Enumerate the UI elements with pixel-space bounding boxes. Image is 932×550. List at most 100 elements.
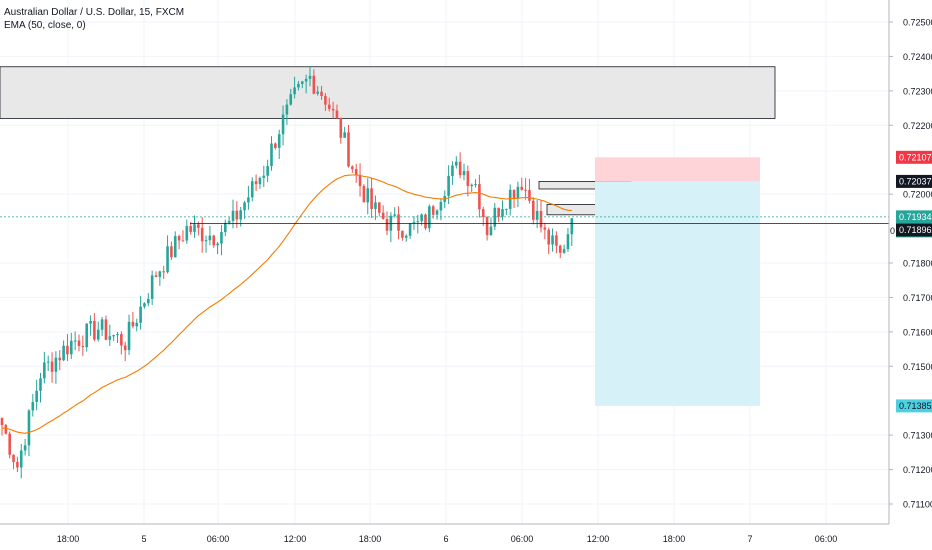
candle-body	[451, 165, 454, 177]
level-price-label-bg	[896, 223, 932, 237]
candle-body	[150, 275, 154, 299]
candle-body	[378, 202, 381, 213]
stop-loss-area[interactable]	[595, 157, 760, 182]
candle-body	[358, 174, 362, 187]
x-tick-label: 6	[443, 534, 448, 544]
take-profit-area[interactable]	[595, 181, 760, 406]
candle-body	[416, 221, 420, 223]
candle-body	[308, 75, 312, 79]
candle-body	[162, 271, 165, 273]
price-lines	[0, 216, 889, 224]
candle-body	[123, 345, 127, 351]
candle-body	[347, 132, 350, 167]
candle-body	[31, 402, 35, 411]
candle-body	[447, 176, 450, 196]
candle-body	[19, 450, 23, 468]
candle-body	[370, 188, 373, 209]
candle-body	[474, 184, 477, 186]
candle-body	[147, 298, 150, 304]
candle-body	[331, 108, 335, 111]
candle-body	[73, 340, 77, 342]
candle-body	[397, 214, 400, 231]
candle-body	[258, 177, 262, 185]
candle-body	[543, 227, 547, 230]
ema-line	[1, 174, 572, 434]
candle-body	[243, 202, 246, 211]
candle-body	[301, 81, 304, 84]
candle-body	[93, 321, 96, 340]
candle-body	[224, 222, 227, 233]
candle-body	[562, 249, 566, 253]
candle-body	[177, 236, 181, 241]
candle-body	[381, 212, 385, 219]
candle-body	[316, 91, 319, 94]
candle-body	[293, 87, 296, 95]
candle-body	[285, 104, 289, 115]
candle-body	[535, 210, 539, 220]
x-tick-label: 12:00	[587, 534, 610, 544]
candle-body	[489, 226, 493, 236]
candle-body	[312, 75, 316, 94]
candle-body	[200, 227, 204, 242]
candle-body	[181, 240, 185, 242]
candle-body	[81, 346, 85, 348]
time-axis[interactable]: 18:00 5 06:00 12:00 18:00 6 06:00 12:00 18:00 7 06…	[57, 534, 838, 544]
x-tick-label: 06:00	[511, 534, 534, 544]
candle-body	[266, 166, 269, 176]
candle-body	[408, 223, 412, 236]
candle-body	[216, 243, 219, 246]
candle-body	[0, 418, 4, 426]
candle-body	[96, 329, 100, 340]
x-tick-label: 06:00	[815, 534, 838, 544]
candle-body	[173, 236, 177, 258]
candle-body	[516, 186, 520, 199]
short-position-tool[interactable]	[595, 157, 760, 406]
candle-body	[470, 184, 473, 187]
supply-zone[interactable]	[0, 66, 776, 119]
candle-body	[23, 445, 27, 451]
candle-body	[250, 181, 254, 198]
candles	[0, 65, 574, 479]
symbol-title[interactable]: Australian Dollar / U.S. Dollar, 15, FXC…	[4, 7, 185, 18]
candle-body	[227, 220, 231, 223]
candle-body	[166, 246, 169, 273]
candle-body	[366, 188, 370, 203]
candle-body	[58, 357, 62, 361]
candle-body	[62, 345, 65, 361]
indicator-title[interactable]: EMA (50, close, 0)	[4, 20, 86, 31]
candle-body	[374, 202, 377, 209]
candle-body	[566, 234, 570, 250]
candle-body	[66, 345, 69, 355]
candle-body	[35, 390, 38, 403]
candle-body	[39, 378, 42, 391]
candle-body	[570, 218, 574, 235]
candle-body	[420, 214, 423, 222]
candle-body	[135, 322, 139, 327]
target-price-label: 0.71385	[899, 401, 932, 411]
x-tick-label: 06:00	[207, 534, 230, 544]
candle-body	[54, 357, 58, 372]
candle-body	[170, 246, 173, 258]
x-tick-label: 18:00	[57, 534, 80, 544]
candle-body	[197, 224, 200, 228]
candle-body	[185, 226, 189, 241]
candle-body	[193, 224, 196, 232]
candle-body	[493, 207, 497, 227]
candle-body	[320, 91, 323, 97]
candle-body	[43, 362, 46, 379]
candle-body	[104, 319, 108, 340]
candle-body	[343, 132, 346, 138]
candle-body	[231, 210, 235, 221]
candle-body	[512, 189, 516, 199]
candle-body	[501, 209, 504, 217]
candle-body	[235, 210, 239, 220]
candle-body	[362, 186, 366, 203]
target-price-label-bg	[896, 399, 932, 413]
partial-axis-label: 0	[890, 226, 895, 236]
candle-body	[558, 245, 562, 253]
